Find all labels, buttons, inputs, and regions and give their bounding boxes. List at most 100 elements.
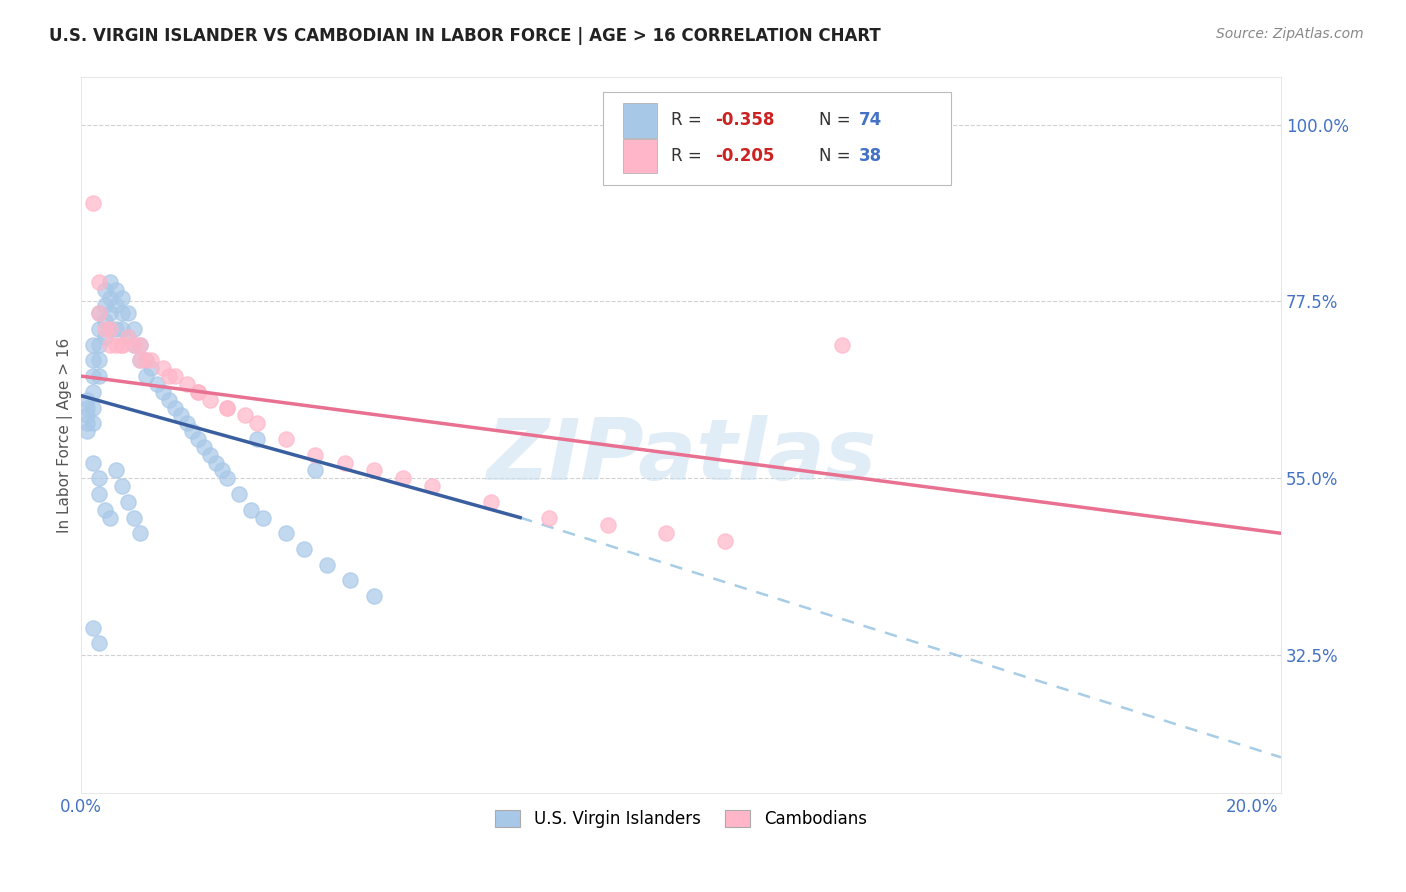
- Point: [204, 456, 226, 470]
- Point: [128, 526, 150, 541]
- Legend: U.S. Virgin Islanders, Cambodians: U.S. Virgin Islanders, Cambodians: [489, 803, 873, 834]
- Point: [82, 401, 104, 415]
- Text: N =: N =: [820, 147, 856, 165]
- Point: [163, 369, 186, 384]
- Point: [316, 558, 339, 572]
- Point: [339, 574, 361, 588]
- Point: [198, 448, 221, 462]
- Point: [82, 384, 104, 399]
- Point: [76, 401, 98, 415]
- Point: [135, 369, 157, 384]
- Point: [93, 314, 115, 328]
- Point: [169, 409, 191, 423]
- Point: [117, 330, 139, 344]
- Point: [122, 510, 145, 524]
- Point: [100, 322, 122, 336]
- Point: [157, 369, 180, 384]
- Point: [252, 510, 274, 524]
- Text: Source: ZipAtlas.com: Source: ZipAtlas.com: [1216, 27, 1364, 41]
- Bar: [623, 103, 657, 137]
- Point: [217, 401, 239, 415]
- Point: [420, 479, 443, 493]
- Text: 74: 74: [859, 112, 882, 129]
- Y-axis label: In Labor Force | Age > 16: In Labor Force | Age > 16: [58, 337, 73, 533]
- Point: [117, 495, 139, 509]
- Point: [87, 353, 110, 368]
- Point: [392, 471, 415, 485]
- Text: 38: 38: [859, 147, 882, 165]
- Point: [93, 330, 115, 344]
- Bar: [623, 139, 657, 173]
- Point: [111, 337, 134, 351]
- Text: R =: R =: [672, 147, 707, 165]
- Point: [141, 353, 163, 368]
- Point: [538, 510, 561, 524]
- Text: -0.205: -0.205: [714, 147, 775, 165]
- Point: [128, 337, 150, 351]
- Point: [274, 432, 297, 446]
- Point: [122, 322, 145, 336]
- Point: [117, 330, 139, 344]
- Point: [105, 283, 128, 297]
- Point: [304, 448, 326, 462]
- Point: [87, 306, 110, 320]
- Point: [87, 471, 110, 485]
- Point: [87, 369, 110, 384]
- Point: [141, 361, 163, 376]
- Point: [82, 353, 104, 368]
- Point: [198, 392, 221, 407]
- Point: [479, 495, 502, 509]
- Point: [128, 337, 150, 351]
- Point: [146, 376, 169, 391]
- Point: [100, 291, 122, 305]
- Point: [105, 337, 128, 351]
- Point: [304, 463, 326, 477]
- Point: [105, 298, 128, 312]
- Point: [831, 337, 853, 351]
- Point: [87, 636, 110, 650]
- Point: [76, 417, 98, 431]
- Point: [714, 534, 737, 549]
- Point: [100, 306, 122, 320]
- Point: [152, 384, 174, 399]
- Point: [152, 361, 174, 376]
- Text: N =: N =: [820, 112, 856, 129]
- Point: [274, 526, 297, 541]
- Point: [333, 456, 356, 470]
- Point: [187, 432, 209, 446]
- Point: [655, 526, 678, 541]
- Point: [111, 322, 134, 336]
- Point: [111, 337, 134, 351]
- Point: [122, 337, 145, 351]
- Point: [100, 275, 122, 289]
- Point: [246, 432, 269, 446]
- Point: [128, 353, 150, 368]
- Point: [100, 510, 122, 524]
- Point: [111, 479, 134, 493]
- Point: [135, 353, 157, 368]
- Point: [76, 424, 98, 438]
- Point: [181, 424, 204, 438]
- Point: [76, 392, 98, 407]
- Point: [111, 291, 134, 305]
- Point: [87, 337, 110, 351]
- Point: [135, 353, 157, 368]
- Point: [246, 417, 269, 431]
- Point: [76, 409, 98, 423]
- Point: [217, 471, 239, 485]
- Point: [87, 306, 110, 320]
- Point: [176, 417, 198, 431]
- Point: [117, 306, 139, 320]
- Point: [93, 298, 115, 312]
- Point: [82, 337, 104, 351]
- Point: [82, 621, 104, 635]
- Point: [363, 589, 385, 603]
- Text: U.S. VIRGIN ISLANDER VS CAMBODIAN IN LABOR FORCE | AGE > 16 CORRELATION CHART: U.S. VIRGIN ISLANDER VS CAMBODIAN IN LAB…: [49, 27, 882, 45]
- Point: [93, 283, 115, 297]
- Point: [111, 306, 134, 320]
- Text: ZIPatlas: ZIPatlas: [486, 415, 876, 498]
- Point: [82, 456, 104, 470]
- Point: [217, 401, 239, 415]
- Point: [128, 353, 150, 368]
- Point: [239, 502, 262, 516]
